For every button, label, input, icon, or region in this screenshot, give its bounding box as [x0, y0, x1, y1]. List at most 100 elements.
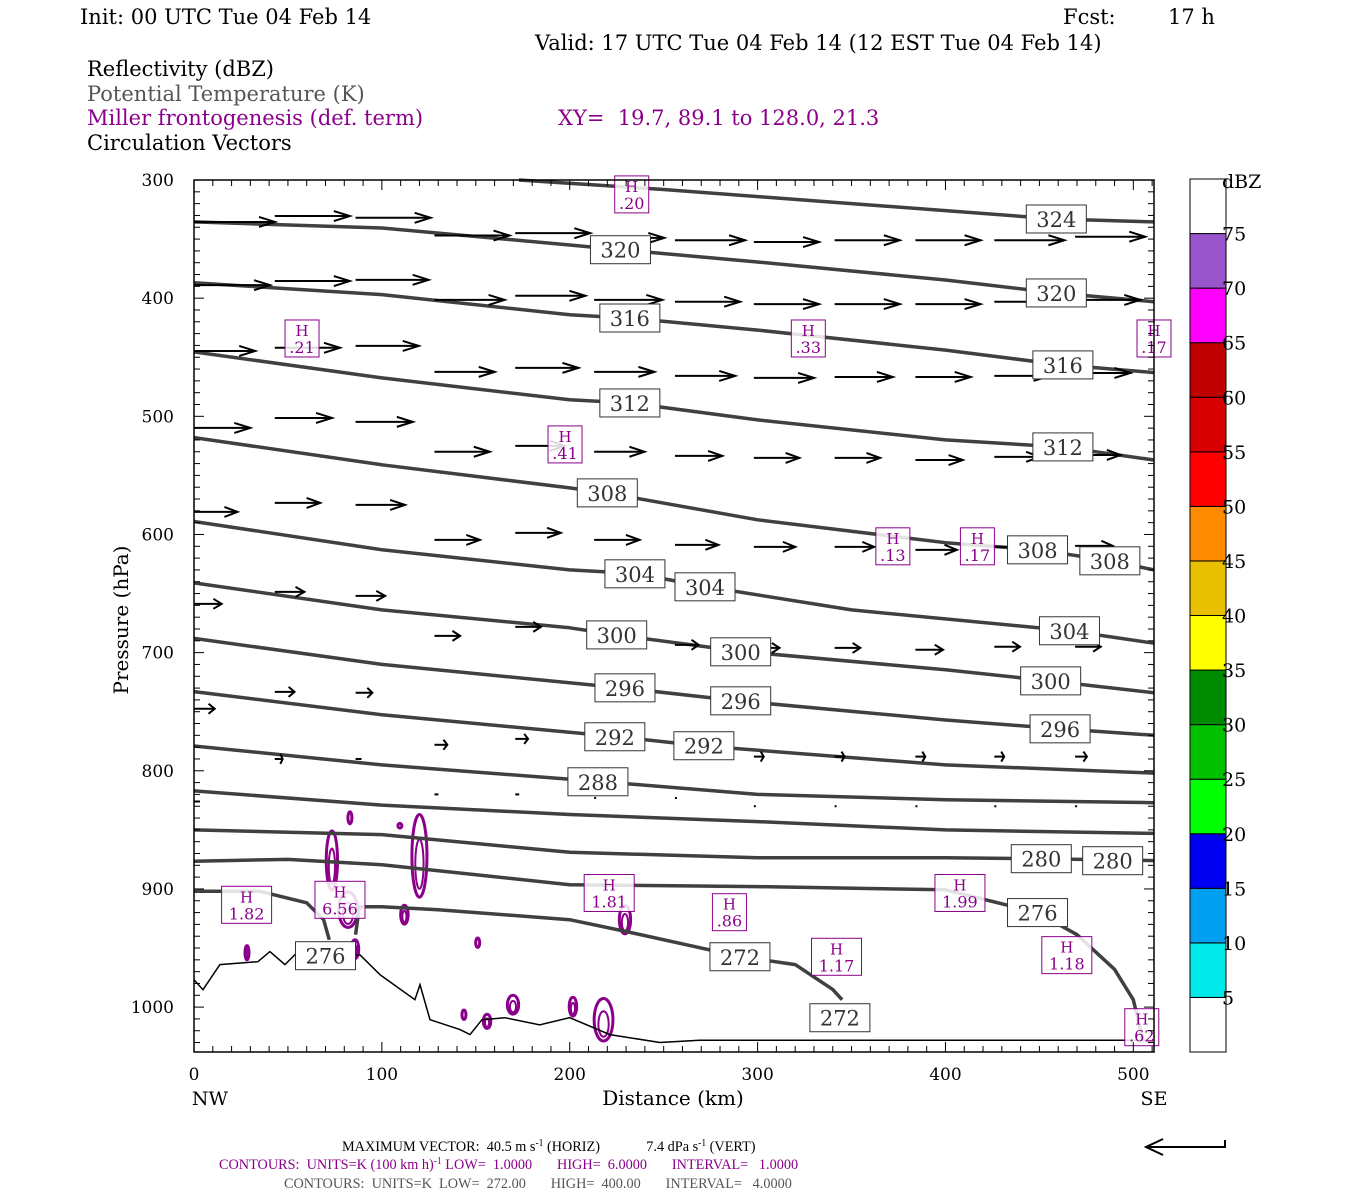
- isentrope-label-box: [1038, 616, 1100, 646]
- isentrope-label-box: [710, 686, 772, 716]
- circulation-vector: [674, 639, 701, 651]
- x-tick-label: 500: [1117, 1065, 1149, 1085]
- circulation-vector: [594, 293, 666, 306]
- isentrope-label-text: 304: [1049, 620, 1089, 644]
- vector-head: [647, 231, 668, 244]
- colorbar-band: [1189, 615, 1227, 671]
- circulation-vector: [515, 227, 594, 240]
- vector-head: [797, 371, 818, 384]
- fronto-max-box: [711, 893, 747, 932]
- vector-head: [718, 369, 739, 382]
- frontogenesis-contour: [569, 1001, 576, 1016]
- vector-head: [876, 371, 897, 383]
- vector-head: [944, 543, 960, 556]
- fronto-max-marker: H: [1135, 1011, 1148, 1029]
- vector-head: [785, 451, 803, 464]
- horiz-tag: (HORIZ): [546, 1139, 600, 1155]
- reference-vector-arrow-icon: [1143, 1138, 1226, 1156]
- vector-head: [964, 234, 984, 247]
- vector-head: [233, 421, 254, 434]
- circulation-vector: [994, 640, 1022, 653]
- circulation-vector: [355, 687, 374, 699]
- isentrope-300: [193, 581, 1155, 695]
- frontogenesis-contour: [508, 999, 518, 1014]
- isentrope-label-text: 276: [1017, 902, 1057, 926]
- frontogenesis-contour: [410, 813, 429, 899]
- isentrope-label: 300: [710, 637, 772, 667]
- circulation-vector: [594, 533, 643, 546]
- colorbar-band: [1189, 942, 1227, 998]
- x-end-label-se: SE: [1141, 1088, 1168, 1110]
- circulation-vector: [515, 526, 564, 539]
- isentrope-label: 304: [674, 572, 736, 602]
- fronto-max-value: .33: [796, 338, 821, 357]
- isentrope-label: 296: [594, 673, 656, 703]
- isentrope-label-box: [584, 722, 646, 752]
- fronto-contour-units: CONTOURS: UNITS=K (100 km h): [219, 1157, 434, 1173]
- isentrope-label-text: 292: [684, 735, 724, 759]
- circulation-vector: [915, 234, 984, 247]
- fronto-max-value: .41: [552, 444, 577, 463]
- circulation-vector: [274, 412, 336, 424]
- circulation-vector: [434, 229, 513, 242]
- fronto-max-value: 6.56: [322, 899, 358, 918]
- isentrope-label-text: 292: [595, 726, 635, 750]
- cross-section-endpoints: XY= 19.7, 89.1 to 128.0, 21.3: [558, 106, 880, 130]
- isentrope-label-text: 320: [600, 239, 640, 263]
- vector-head: [759, 751, 765, 763]
- circulation-vector: [753, 540, 799, 553]
- frontogenesis-maximum: H6.56: [314, 880, 366, 919]
- fronto-max-box: [811, 937, 863, 976]
- fronto-max-marker: H: [802, 322, 815, 340]
- frontogenesis-maximum: H1.17: [811, 937, 863, 976]
- circulation-vector: [915, 454, 966, 466]
- vector-head: [465, 533, 483, 546]
- isentrope-label-text: 304: [615, 563, 655, 587]
- frontogenesis-contour: [396, 821, 404, 830]
- isentrope-316: [193, 281, 1155, 375]
- isentrope-label: 300: [586, 620, 648, 650]
- isentrope-320: [193, 220, 1155, 304]
- colorbar-band: [1189, 724, 1227, 780]
- vector-head: [366, 687, 374, 699]
- isentrope-label-box: [599, 388, 661, 418]
- colorbar-band: [1189, 287, 1227, 344]
- y-tick-label: 500: [142, 407, 174, 427]
- unit-exponent: -1: [698, 1138, 707, 1149]
- x-tick-label: 0: [189, 1065, 200, 1085]
- isentrope-label-box: [1007, 535, 1069, 565]
- isentrope-label-text: 300: [597, 624, 637, 648]
- isentrope-label-box: [1029, 714, 1091, 744]
- frontogenesis-contour: [597, 1010, 610, 1038]
- colorbar-tick-label: 10: [1222, 933, 1246, 955]
- isentrope-label-box: [567, 767, 629, 797]
- isentrope-label-text: 312: [610, 392, 650, 416]
- colorbar-band: [1189, 233, 1227, 289]
- isentrope-label-text: 288: [578, 771, 618, 795]
- max-vector-horiz: 40.5 m s: [486, 1139, 536, 1155]
- isentrope-label-box: [1025, 204, 1087, 234]
- vector-head: [705, 538, 722, 551]
- isentrope-label-box: [589, 235, 651, 265]
- init-time: Init: 00 UTC Tue 04 Feb 14: [80, 5, 372, 29]
- fronto-max-marker: H: [971, 530, 984, 548]
- colorbar-band: [1189, 778, 1227, 835]
- isentrope-label-box: [1079, 546, 1141, 576]
- vector-head: [569, 289, 589, 302]
- colorbar-band: [1189, 887, 1227, 944]
- isentrope-label: 324: [1025, 204, 1087, 234]
- vector-head: [389, 498, 409, 511]
- fronto-max-value: 1.18: [1049, 955, 1085, 974]
- fronto-max-marker: H: [625, 178, 638, 196]
- frontogenesis-contour: [484, 1017, 491, 1028]
- isentrope-label-box: [1032, 432, 1094, 462]
- circulation-vector: [434, 533, 483, 546]
- vector-head: [238, 345, 259, 357]
- isentrope-label-box: [594, 673, 656, 703]
- vector-head: [1114, 366, 1134, 379]
- isentrope-label: 280: [1082, 846, 1144, 876]
- frontogenesis-contour: [399, 903, 410, 926]
- unit-exponent: -1: [535, 1138, 544, 1149]
- colorbar-band: [1189, 560, 1227, 616]
